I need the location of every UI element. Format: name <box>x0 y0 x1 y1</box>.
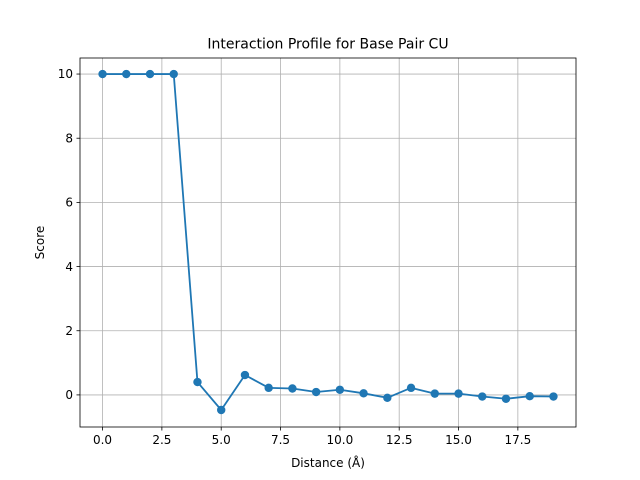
x-tick-label: 15.0 <box>445 433 472 447</box>
data-point <box>98 69 107 79</box>
plot-area-background <box>80 58 576 427</box>
data-point <box>264 383 273 393</box>
y-tick-label: 8 <box>65 131 73 145</box>
axis-ticks: 0.0 2.5 5.0 7.5 10.0 12.5 15.0 17.5 0 2 4 6 8 10 <box>58 67 531 447</box>
plot-frame <box>79 57 577 428</box>
data-point <box>406 383 416 393</box>
y-tick-label: 6 <box>65 196 73 210</box>
data-point <box>335 385 345 394</box>
x-tick-label: 7.5 <box>271 433 290 447</box>
data-point <box>145 69 155 79</box>
x-tick-label: 0.0 <box>93 433 112 447</box>
y-tick-label: 10 <box>58 67 73 81</box>
data-point <box>549 392 558 401</box>
grid-lines <box>80 58 576 427</box>
x-axis-label: Distance (Å) <box>291 455 365 470</box>
data-point <box>478 392 487 401</box>
data-point <box>383 393 392 403</box>
data-point <box>240 370 250 380</box>
data-point <box>501 394 511 403</box>
data-point <box>454 389 463 398</box>
y-tick-label: 4 <box>65 260 73 274</box>
data-point <box>311 387 321 397</box>
x-tick-label: 17.5 <box>504 433 531 447</box>
x-tick-label: 12.5 <box>386 433 413 447</box>
chart-title: Interaction Profile for Base Pair CU <box>207 37 448 53</box>
data-point <box>169 69 178 79</box>
y-tick-label: 0 <box>65 388 73 402</box>
x-tick-label: 2.5 <box>152 433 171 447</box>
x-tick-label: 5.0 <box>212 433 231 447</box>
y-axis-label: Score <box>33 226 47 260</box>
data-point <box>430 389 439 398</box>
data-point <box>525 391 534 401</box>
data-point <box>359 389 368 398</box>
data-point <box>217 405 226 415</box>
data-point <box>288 384 297 393</box>
x-tick-label: 10.0 <box>327 433 354 447</box>
data-point <box>122 69 131 79</box>
y-tick-label: 2 <box>65 324 73 338</box>
data-point <box>193 377 202 387</box>
series-layer <box>98 69 558 415</box>
